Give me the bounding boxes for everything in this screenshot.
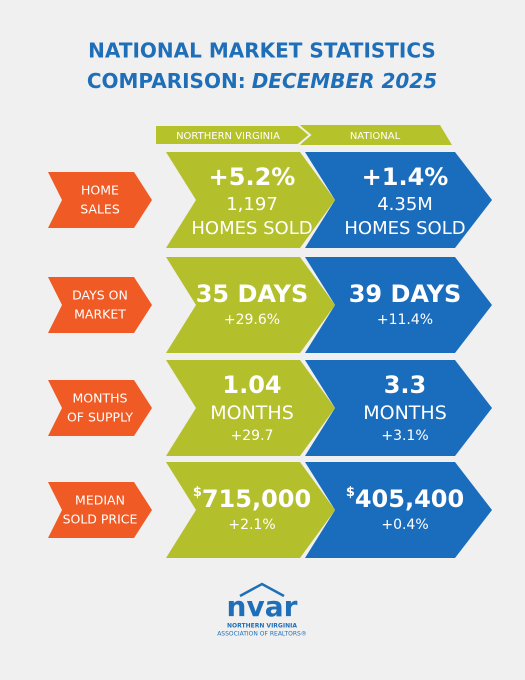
row-label: MARKET xyxy=(74,307,126,322)
logo-line: NORTHERN VIRGINIA xyxy=(227,623,297,630)
row-label: HOME xyxy=(81,183,119,198)
title-part: COMPARISON: xyxy=(87,69,246,93)
sub-value: 1,197 xyxy=(226,194,278,215)
sub-value: HOMES SOLD xyxy=(344,218,465,239)
row-label: SALES xyxy=(80,202,120,217)
title-line-2: COMPARISON: DECEMBER 2025 xyxy=(87,69,437,93)
sub-value: +29.7 xyxy=(231,428,274,444)
row-label: MEDIAN xyxy=(75,493,125,508)
main-value: 35 DAYS xyxy=(196,280,309,308)
row-label: DAYS ON xyxy=(72,288,128,303)
blue-chevron xyxy=(305,257,492,353)
logo-name: nvar xyxy=(227,590,298,623)
header-bar xyxy=(300,125,452,145)
title-date: DECEMBER 2025 xyxy=(252,69,437,93)
label-arrow xyxy=(48,482,152,538)
sub-value: +2.1% xyxy=(228,517,275,533)
green-chevron xyxy=(166,360,335,456)
sub-value: +29.6% xyxy=(224,312,280,328)
sub-value: HOMES SOLD xyxy=(191,218,312,239)
value: +5.2% xyxy=(209,163,296,191)
sub-value: MONTHS xyxy=(363,402,447,424)
row-label: MONTHS xyxy=(73,391,128,406)
main-value: $715,000 xyxy=(193,485,311,514)
main-value: $405,400 xyxy=(346,485,464,514)
green-chevron xyxy=(166,462,335,558)
value: 405,400 xyxy=(355,485,464,513)
label-arrow xyxy=(48,277,152,333)
sub-value: MONTHS xyxy=(210,402,294,424)
label-arrow xyxy=(48,380,152,436)
value: 39 DAYS xyxy=(349,280,462,308)
blue-chevron xyxy=(305,462,492,558)
label-arrow xyxy=(48,172,152,228)
sub-value: +0.4% xyxy=(381,517,428,533)
main-value: 39 DAYS xyxy=(349,280,462,308)
logo-line: ASSOCIATION OF REALTORS® xyxy=(217,631,307,638)
sub-value: +11.4% xyxy=(377,312,433,328)
green-chevron xyxy=(166,152,335,248)
title-line-1: NATIONAL MARKET STATISTICS xyxy=(88,39,436,63)
blue-chevron xyxy=(305,360,492,456)
main-value: +5.2% xyxy=(209,163,296,191)
sub-value: +3.1% xyxy=(381,428,428,444)
header-bar xyxy=(154,124,312,146)
main-value: +1.4% xyxy=(362,163,449,191)
currency: $ xyxy=(193,485,202,500)
sub-value: 4.35M xyxy=(377,194,433,215)
row-label: SOLD PRICE xyxy=(63,512,138,527)
column-header: NORTHERN VIRGINIA xyxy=(176,131,280,142)
main-value: 3.3 xyxy=(384,371,427,399)
value: 35 DAYS xyxy=(196,280,309,308)
rows: HOME SALES +5.2% 1,197 HOMES SOLD +1.4% 4.35M H… xyxy=(48,152,492,558)
main-value: 1.04 xyxy=(222,371,281,399)
value: +1.4% xyxy=(362,163,449,191)
currency: $ xyxy=(346,485,355,500)
logo-roof xyxy=(239,582,285,598)
value: 3.3 xyxy=(384,371,427,399)
column-header: NATIONAL xyxy=(350,131,401,142)
green-chevron xyxy=(166,257,335,353)
blue-chevron xyxy=(305,152,492,248)
value: 715,000 xyxy=(202,485,311,513)
row-label: OF SUPPLY xyxy=(67,410,133,425)
value: 1.04 xyxy=(222,371,281,399)
